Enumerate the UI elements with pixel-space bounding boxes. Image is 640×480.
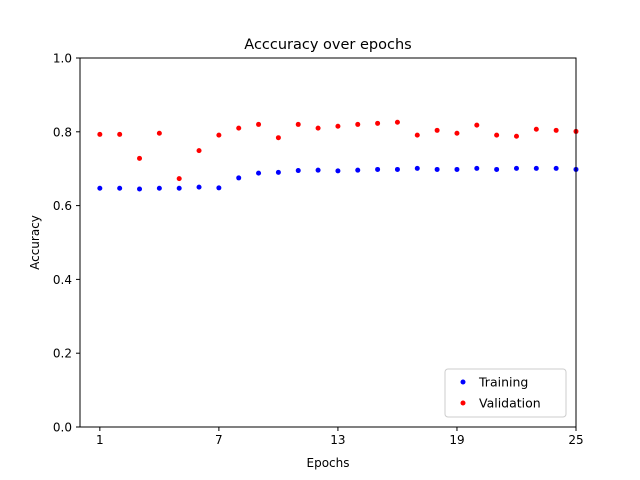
point-validation-5 <box>176 176 182 182</box>
legend-marker-validation <box>460 400 466 406</box>
point-training-16 <box>394 166 400 172</box>
point-training-19 <box>454 166 460 172</box>
point-training-8 <box>236 175 242 181</box>
point-training-23 <box>533 165 539 171</box>
legend-label-validation: Validation <box>479 396 541 411</box>
point-validation-2 <box>117 131 123 137</box>
point-validation-4 <box>156 130 162 136</box>
x-axis-label: Epochs <box>307 456 350 470</box>
point-validation-12 <box>315 125 321 131</box>
series-validation <box>97 119 579 182</box>
y-tick-label: 0.2 <box>53 347 72 361</box>
y-tick-label: 0.0 <box>53 421 72 435</box>
point-training-2 <box>117 185 123 191</box>
point-validation-9 <box>256 121 262 127</box>
point-training-20 <box>474 165 480 171</box>
point-validation-17 <box>414 132 420 138</box>
point-validation-19 <box>454 130 460 136</box>
y-tick-label: 0.4 <box>53 273 72 287</box>
point-training-1 <box>97 185 103 191</box>
chart-title: Acccuracy over epochs <box>244 37 411 53</box>
x-tick-label: 1 <box>96 433 104 447</box>
legend: Training Validation <box>444 368 567 418</box>
legend-marker-training <box>460 379 466 385</box>
legend-box <box>444 368 567 418</box>
point-validation-6 <box>196 148 202 154</box>
point-training-17 <box>414 165 420 171</box>
point-validation-1 <box>97 131 103 137</box>
point-validation-13 <box>335 123 341 129</box>
point-validation-23 <box>533 126 539 132</box>
point-validation-15 <box>375 120 381 126</box>
point-validation-14 <box>355 121 361 127</box>
point-training-14 <box>355 167 361 173</box>
point-validation-22 <box>513 133 519 139</box>
point-training-10 <box>275 169 281 175</box>
point-training-7 <box>216 185 222 191</box>
x-tick-label: 13 <box>330 433 345 447</box>
point-validation-7 <box>216 132 222 138</box>
point-validation-3 <box>137 155 143 161</box>
point-training-9 <box>256 170 262 176</box>
point-training-6 <box>196 184 202 190</box>
point-validation-10 <box>275 135 281 141</box>
point-training-11 <box>295 168 301 174</box>
point-validation-24 <box>553 127 559 133</box>
point-validation-16 <box>394 119 400 125</box>
series-training <box>97 165 579 192</box>
point-training-18 <box>434 166 440 172</box>
point-training-4 <box>156 185 162 191</box>
point-validation-18 <box>434 127 440 133</box>
y-tick-label: 0.8 <box>53 125 72 139</box>
point-training-22 <box>513 165 519 171</box>
point-training-13 <box>335 168 341 174</box>
x-tick-label: 25 <box>568 433 583 447</box>
point-training-12 <box>315 167 321 173</box>
point-training-21 <box>494 166 500 172</box>
point-validation-8 <box>236 125 242 131</box>
y-axis-label: Accuracy <box>28 215 42 270</box>
plot-frame <box>79 57 577 428</box>
y-tick-label: 1.0 <box>53 52 72 66</box>
point-training-3 <box>137 186 143 192</box>
point-validation-20 <box>474 122 480 128</box>
point-training-5 <box>176 185 182 191</box>
y-tick-label: 0.6 <box>53 199 72 213</box>
point-training-15 <box>375 166 381 172</box>
legend-label-training: Training <box>478 375 528 390</box>
point-training-24 <box>553 165 559 171</box>
x-tick-label: 19 <box>449 433 464 447</box>
point-validation-11 <box>295 121 301 127</box>
x-tick-label: 7 <box>215 433 223 447</box>
point-validation-21 <box>494 132 500 138</box>
